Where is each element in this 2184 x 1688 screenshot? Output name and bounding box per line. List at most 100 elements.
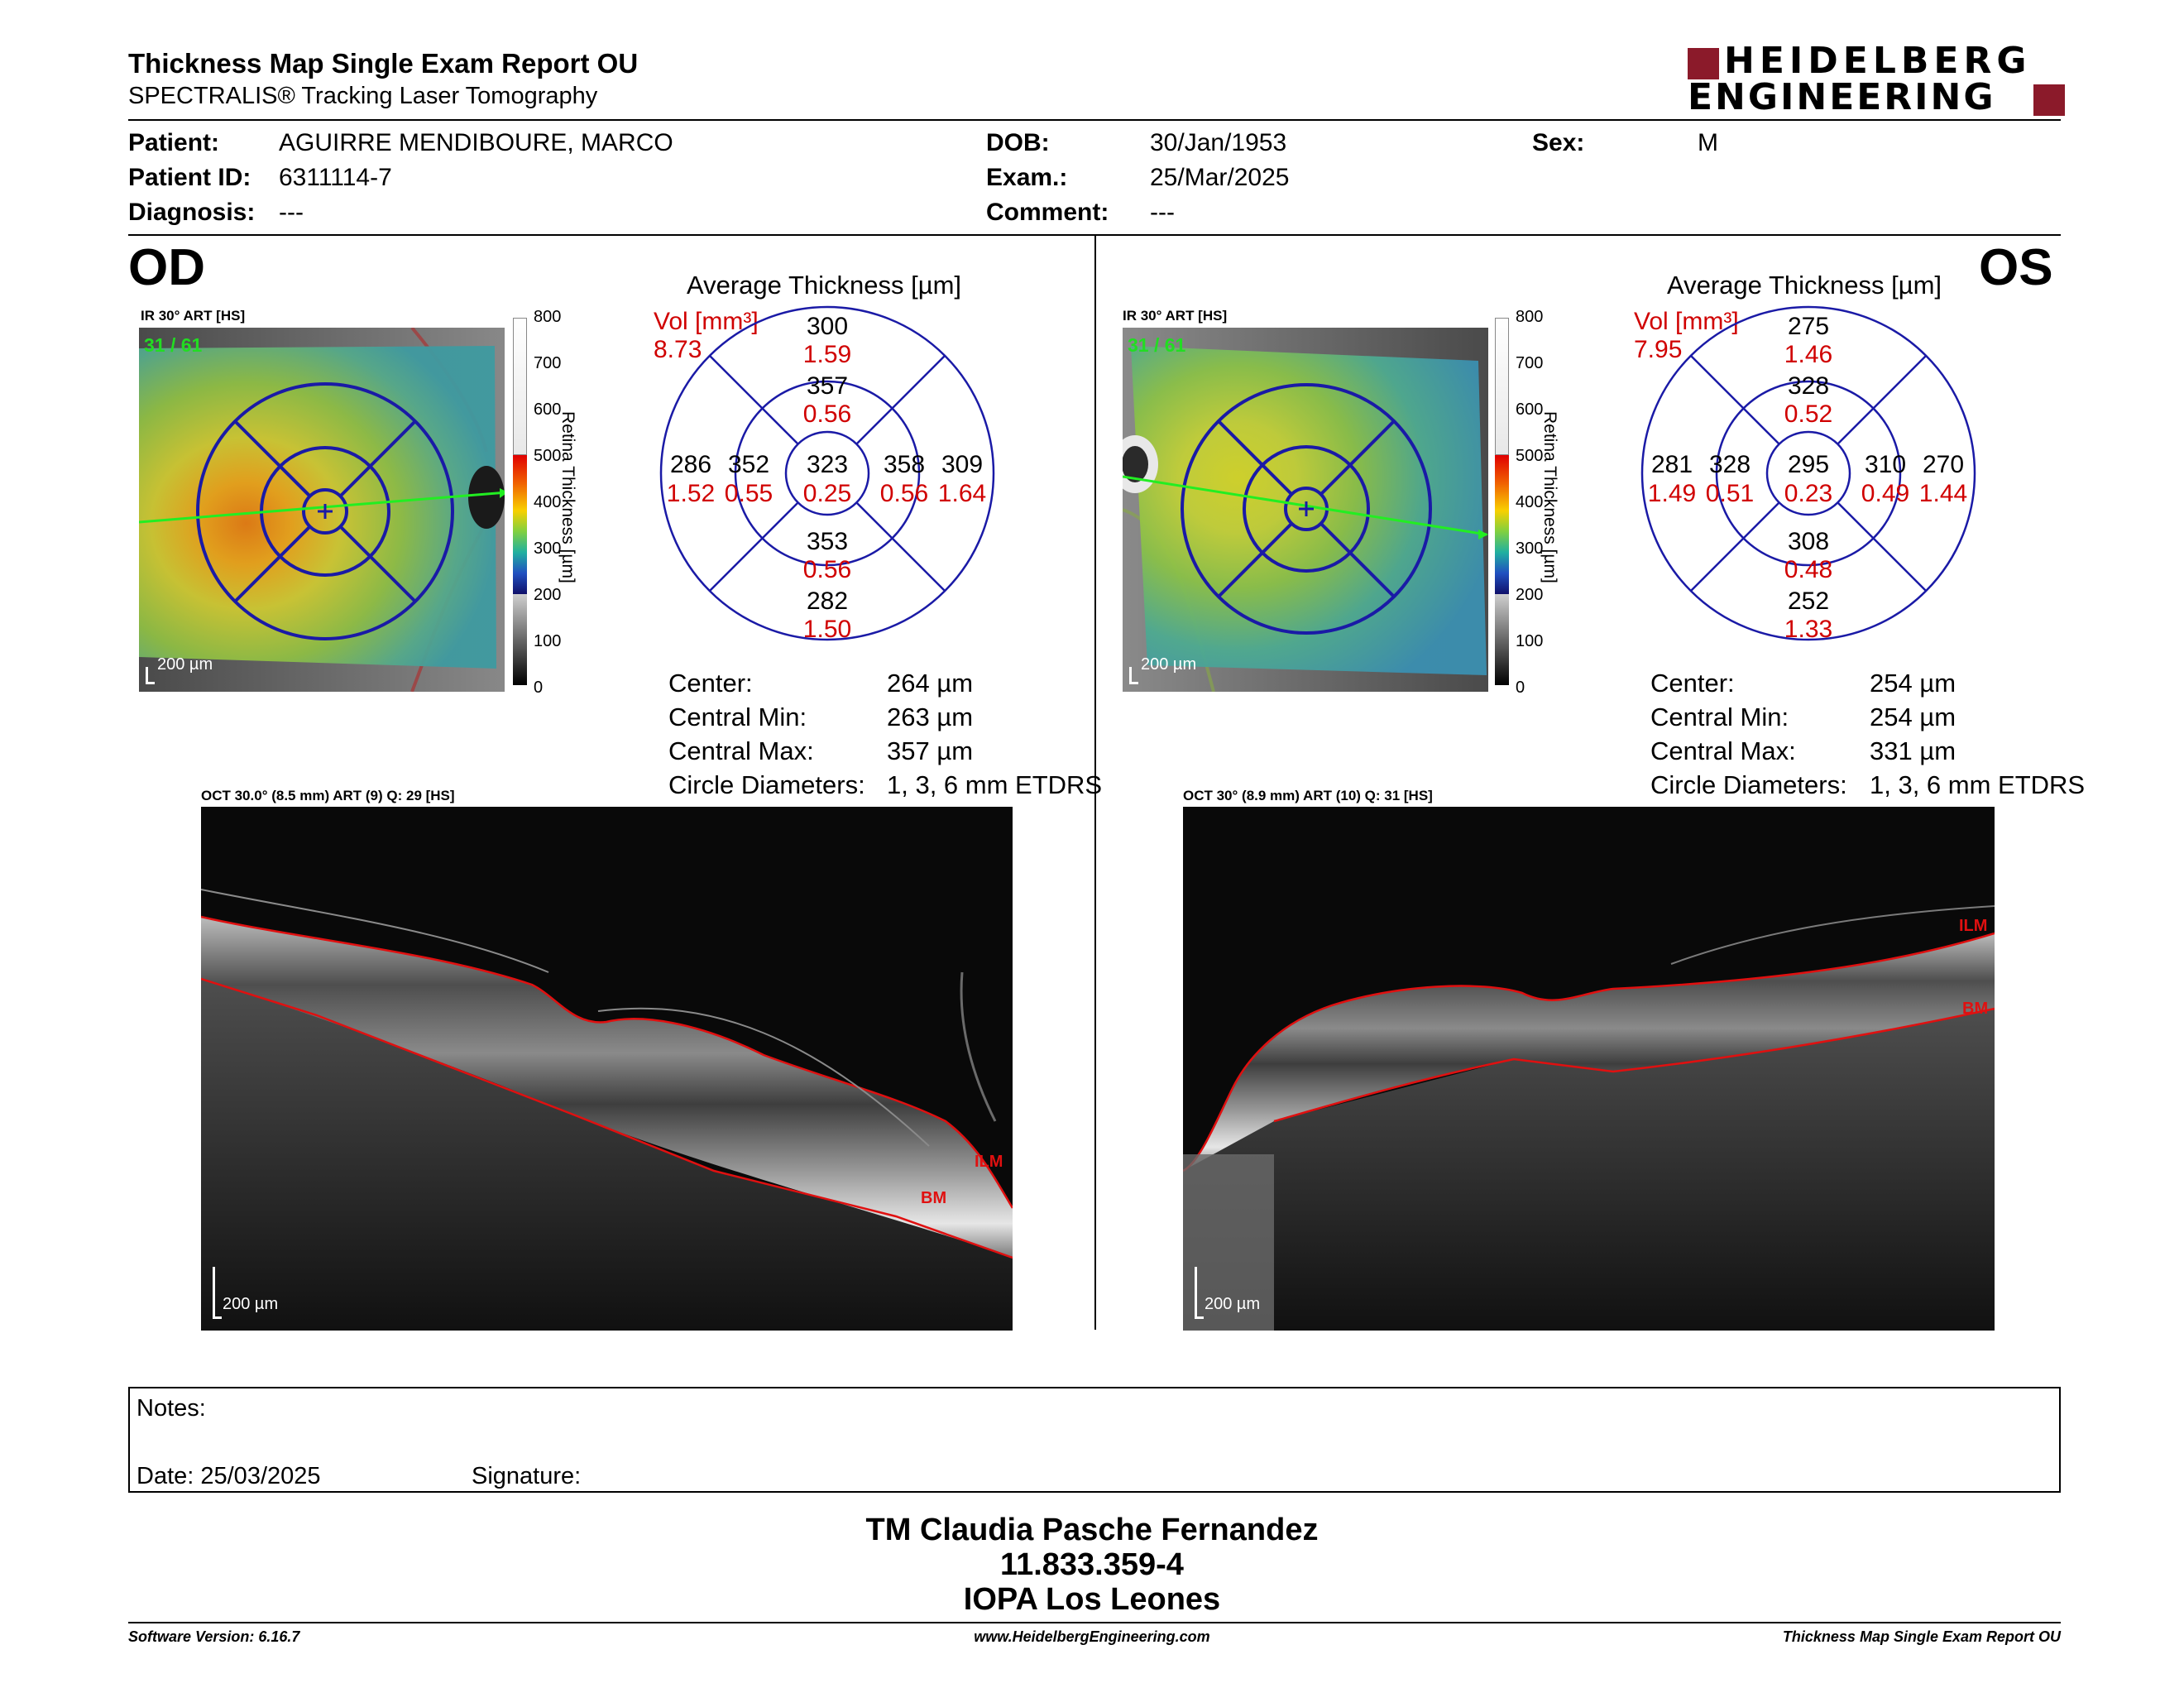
od-temp-outer-vol: 1.64 [937,480,987,507]
os-diam-value: 1, 3, 6 mm ETDRS [1870,770,2086,799]
od-oct-scalebar [213,1267,222,1319]
od-nasal-outer: 286 [669,451,712,478]
report-subtitle: SPECTRALIS® Tracking Laser Tomography [128,83,598,109]
comment-label: Comment: [986,199,1109,226]
os-center-vol: 0.23 [1784,480,1833,507]
od-vol-value: 8.73 [654,336,702,363]
os-bm-label: BM [1962,1000,1989,1018]
od-nasal-inner-vol: 0.55 [724,480,774,507]
od-sup-inner: 357 [806,372,849,400]
od-center-value: 264 µm [887,669,974,698]
od-tick-600: 600 [534,400,562,419]
od-diam-value: 1, 3, 6 mm ETDRS [887,770,1103,799]
os-sup-inner-vol: 0.52 [1784,400,1833,428]
os-center: 295 [1787,451,1830,478]
od-ir-scalebar [146,667,155,684]
od-ir-label: IR 30° ART [HS] [141,308,246,324]
os-tick-300: 300 [1516,539,1544,558]
os-nasal-inner-vol: 0.51 [1705,480,1755,507]
footer-url[interactable]: www.HeidelbergEngineering.com [974,1628,1210,1645]
od-center-label: Center: [668,669,753,698]
os-temp-inner-vol: 0.49 [1861,480,1910,507]
od-nasal-inner: 352 [727,451,770,478]
os-eye-label: OS [1979,239,2053,296]
od-cmax-label: Central Max: [668,736,814,765]
diagnosis-label: Diagnosis: [128,199,256,226]
od-diam-label: Circle Diameters: [668,770,865,799]
sex-value: M [1698,129,1718,156]
od-tick-400: 400 [534,493,562,511]
os-thickness-map: 31 / 61 200 µm [1123,328,1488,692]
date-label: Date: 25/03/2025 [136,1463,321,1489]
od-etdrs-grid [659,305,995,641]
od-sup-outer: 300 [806,313,849,340]
os-cmax-label: Central Max: [1650,736,1796,765]
os-sup-inner: 328 [1787,372,1830,400]
os-frame-count: 31 / 61 [1128,334,1186,356]
os-center-label: Center: [1650,669,1735,698]
os-temp-outer: 270 [1922,451,1965,478]
od-inf-inner: 353 [806,528,849,555]
od-eye-label: OD [128,239,205,296]
notes-box[interactable]: Notes: Date: 25/03/2025 Signature: [128,1387,2061,1493]
os-inf-outer: 252 [1787,587,1830,615]
od-colorbar-title: Retina Thickness [µm] [558,411,577,583]
signature-label: Signature: [472,1463,582,1489]
exam-label: Exam.: [986,164,1068,191]
os-temp-outer-vol: 1.44 [1918,480,1968,507]
od-nasal-outer-vol: 1.52 [666,480,716,507]
os-tick-700: 700 [1516,354,1544,372]
exam-value: 25/Mar/2025 [1150,164,1290,191]
os-oct-label: OCT 30° (8.9 mm) ART (10) Q: 31 [HS] [1183,788,1433,803]
os-vol-value: 7.95 [1634,336,1683,363]
od-inf-outer-vol: 1.50 [802,616,852,643]
od-oct-scan: ILM BM 200 µm [201,807,1013,1331]
os-inf-inner-vol: 0.48 [1784,556,1833,583]
od-tick-500: 500 [534,447,562,465]
os-tick-200: 200 [1516,586,1544,604]
od-oct-scale-label: 200 µm [223,1295,279,1313]
os-oct-scale-label: 200 µm [1205,1295,1261,1313]
od-cmin-label: Central Min: [668,703,807,731]
dob-label: DOB: [986,129,1050,156]
eye-divider [1094,236,1096,1330]
od-cmin-value: 263 µm [887,703,974,731]
footer-divider [128,1622,2061,1623]
dob-value: 30/Jan/1953 [1150,129,1287,156]
os-nasal-outer: 281 [1650,451,1693,478]
os-ir-scale-label: 200 µm [1141,655,1197,674]
os-inf-inner: 308 [1787,528,1830,555]
report-title: Thickness Map Single Exam Report OU [128,48,639,79]
os-temp-inner: 310 [1864,451,1907,478]
os-ir-label: IR 30° ART [HS] [1123,308,1228,324]
patient-id-label: Patient ID: [128,164,251,191]
os-tick-0: 0 [1516,679,1525,697]
os-cmax-value: 331 µm [1870,736,1956,765]
os-nasal-inner: 328 [1708,451,1751,478]
patient-label: Patient: [128,129,220,156]
os-sup-outer-vol: 1.46 [1784,341,1833,368]
od-tick-300: 300 [534,539,562,558]
footer-version: Software Version: 6.16.7 [128,1628,300,1645]
od-temp-inner: 358 [883,451,926,478]
od-tick-0: 0 [534,679,544,697]
patient-id: 6311114-7 [279,164,392,191]
os-cmin-label: Central Min: [1650,703,1789,731]
os-colorbar [1495,318,1509,685]
od-tick-700: 700 [534,354,562,372]
signer-name: TM Claudia Pasche Fernandez [865,1513,1319,1547]
od-bm-label: BM [921,1189,947,1207]
od-tick-100: 100 [534,632,562,650]
footer-report: Thickness Map Single Exam Report OU [1782,1628,2061,1645]
os-tick-500: 500 [1516,447,1544,465]
od-temp-outer: 309 [941,451,984,478]
os-oct-scan: ILM BM 200 µm [1183,807,1995,1331]
header-divider [128,119,2061,121]
signer-id: 11.833.359-4 [1000,1547,1184,1582]
os-inf-outer-vol: 1.33 [1784,616,1833,643]
od-sup-inner-vol: 0.56 [802,400,852,428]
os-etdrs-grid [1640,305,1976,641]
od-colorbar [513,318,527,685]
od-temp-inner-vol: 0.56 [879,480,929,507]
od-tick-800: 800 [534,308,562,326]
